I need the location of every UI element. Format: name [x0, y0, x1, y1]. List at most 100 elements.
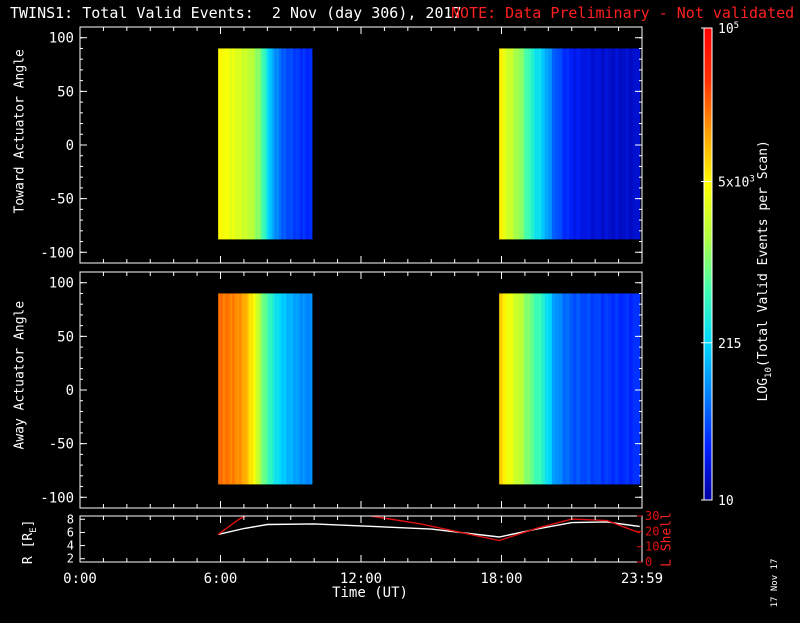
y-tick-label: 0: [66, 383, 74, 399]
radius-line: [218, 521, 640, 538]
colorbar-tick-label: 215: [718, 337, 741, 352]
heatmap-cell: [302, 48, 306, 240]
heatmap-cell: [622, 48, 627, 240]
heatmap-cell: [502, 293, 507, 485]
heatmap-cell: [502, 48, 507, 240]
heatmap-cell: [572, 48, 578, 240]
heatmap-cell: [618, 293, 623, 485]
heatmap-block: [499, 48, 641, 240]
heatmap-cell: [523, 293, 528, 485]
heatmap-cell: [551, 48, 556, 240]
preliminary-note: NOTE: Data Preliminary - Not validated: [451, 4, 795, 22]
heatmap-cell: [569, 48, 574, 240]
heatmap-cell: [246, 48, 250, 240]
heatmap-cell: [243, 48, 247, 240]
figure-title: TWINS1: Total Valid Events: 2 Nov (day 3…: [10, 4, 462, 22]
colorbar: 105 5x103 215 10: [701, 21, 755, 509]
heatmap-cell: [593, 48, 599, 240]
heatmap-cell: [218, 48, 222, 240]
heatmap-cell: [290, 293, 294, 485]
heatmap-cell: [300, 48, 304, 240]
x-tick-label: 12:00: [340, 571, 382, 587]
y-right-tick-label: 20: [645, 524, 659, 538]
heatmap-cell: [625, 48, 630, 240]
heatmap-cell: [234, 48, 238, 240]
y-tick-label: 100: [49, 31, 74, 47]
lshell-ylabel: L Shell: [659, 512, 675, 567]
colorbar-tick-label: 10: [718, 494, 734, 509]
heatmap-cell: [269, 48, 273, 240]
heatmap-cell: [309, 293, 313, 485]
heatmap-cell: [555, 48, 560, 240]
heatmap-cell: [520, 293, 525, 485]
heatmap-cell: [555, 293, 560, 485]
heatmap-cell: [236, 293, 240, 485]
heatmap-cell: [544, 293, 549, 485]
heatmap-cell: [295, 48, 299, 240]
heatmap-cell: [227, 293, 231, 485]
heatmap-cell: [534, 293, 539, 485]
heatmap-cell: [579, 293, 585, 485]
heatmap-cell: [248, 293, 252, 485]
y-tick-label: -100: [40, 245, 74, 261]
heatmap-cell: [239, 48, 243, 240]
heatmap-cell: [302, 293, 306, 485]
x-tick-label: 18:00: [480, 571, 522, 587]
away-ylabel: Away Actuator Angle: [12, 300, 28, 450]
heatmap-cell: [586, 48, 592, 240]
heatmap-cell: [629, 293, 634, 485]
heatmap-cell: [523, 48, 528, 240]
heatmap-cell: [586, 293, 592, 485]
colorbar-label: LOG10(Total Valid Events per Scan): [756, 140, 774, 402]
heatmap-cell: [283, 293, 287, 485]
time-axis: 0:00 6:00 12:00 18:00 23:59: [63, 571, 663, 587]
heatmap-cell: [583, 48, 588, 240]
heatmap-cell: [260, 293, 264, 485]
heatmap-cell: [232, 293, 236, 485]
heatmap-cell: [611, 293, 616, 485]
y-tick-label: -100: [40, 490, 74, 506]
heatmap-cell: [262, 293, 266, 485]
heatmap-cell: [264, 293, 268, 485]
heatmap-cell: [257, 48, 261, 240]
heatmap-cell: [551, 293, 556, 485]
y-tick-label: -50: [49, 192, 74, 208]
heatmap-cell: [527, 293, 532, 485]
heatmap-cell: [297, 293, 301, 485]
heatmap-cell: [225, 293, 229, 485]
heatmap-cell: [530, 293, 535, 485]
heatmap-cell: [565, 293, 571, 485]
heatmap-cell: [583, 293, 588, 485]
heatmap-cell: [241, 48, 245, 240]
heatmap-cell: [558, 293, 563, 485]
heatmap-cell: [593, 293, 599, 485]
heatmap-cell: [576, 48, 581, 240]
heatmap-block: [499, 293, 641, 485]
heatmap-cell: [615, 48, 620, 240]
heatmap-cell: [246, 293, 250, 485]
heatmap-cell: [229, 293, 233, 485]
heatmap-cell: [283, 48, 287, 240]
heatmap-cell: [272, 293, 275, 485]
heatmap-cell: [225, 48, 229, 240]
date-stamp: 17 Nov 17: [770, 558, 780, 608]
heatmap-cell: [232, 48, 236, 240]
heatmap-cell: [516, 293, 521, 485]
toward-ylabel: Toward Actuator Angle: [12, 49, 28, 214]
heatmap-cell: [274, 293, 278, 485]
heatmap-cell: [590, 48, 595, 240]
heatmap-cell: [569, 293, 574, 485]
heatmap-cell: [548, 293, 553, 485]
heatmap-cell: [611, 48, 616, 240]
heatmap-cell: [615, 293, 620, 485]
heatmap-cell: [264, 48, 268, 240]
colorbar-tick-label: 5x103: [718, 175, 755, 191]
heatmap-cell: [629, 48, 634, 240]
toward-angle-panel: 100 50 0 -50 -100: [40, 26, 643, 264]
heatmap-cell: [307, 48, 311, 240]
heatmap-cell: [499, 48, 504, 240]
y-tick-label: 2: [67, 552, 74, 566]
heatmap-cell: [276, 48, 280, 240]
heatmap-cell: [267, 48, 271, 240]
